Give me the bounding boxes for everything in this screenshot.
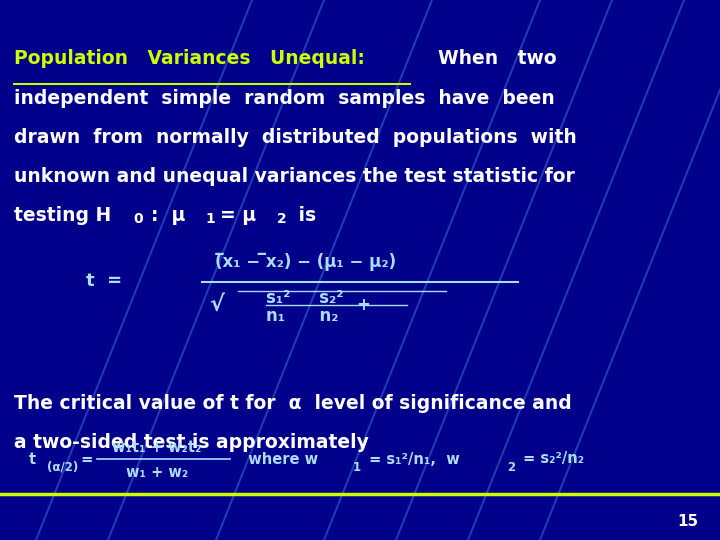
Text: 1: 1 <box>205 212 215 226</box>
Text: s₁²     s₂²: s₁² s₂² <box>266 289 344 307</box>
Text: 1: 1 <box>353 461 361 474</box>
Text: = s₂²/n₂: = s₂²/n₂ <box>518 451 585 467</box>
Text: t: t <box>29 451 36 467</box>
Text: 2: 2 <box>508 461 516 474</box>
Text: 15: 15 <box>678 514 698 529</box>
Text: t  =: t = <box>86 272 122 290</box>
Text: When   two: When two <box>425 49 557 68</box>
Text: = μ: = μ <box>220 206 262 225</box>
Text: √: √ <box>209 295 224 315</box>
Text: +: + <box>356 296 370 314</box>
Text: where w: where w <box>238 451 318 467</box>
Text: :  μ: : μ <box>151 206 186 225</box>
Text: n₁      n₂: n₁ n₂ <box>266 307 339 325</box>
Text: = s₁²/n₁,  w: = s₁²/n₁, w <box>364 451 459 467</box>
Text: is: is <box>292 206 316 225</box>
Text: unknown and unequal variances the test statistic for: unknown and unequal variances the test s… <box>14 167 575 186</box>
Text: w₁t₁ + w₂t₂: w₁t₁ + w₂t₂ <box>112 440 201 455</box>
Text: testing H: testing H <box>14 206 112 225</box>
Text: (̅x₁ − ̅x₂) − (μ₁ − μ₂): (̅x₁ − ̅x₂) − (μ₁ − μ₂) <box>216 253 397 271</box>
Text: The critical value of t for  α  level of significance and: The critical value of t for α level of s… <box>14 394 572 413</box>
Text: 2: 2 <box>277 212 287 226</box>
Text: a two-sided test is approximately: a two-sided test is approximately <box>14 433 369 452</box>
Text: =: = <box>76 451 93 467</box>
Text: independent  simple  random  samples  have  been: independent simple random samples have b… <box>14 89 555 108</box>
Text: (α/2): (α/2) <box>47 461 78 474</box>
Text: w₁ + w₂: w₁ + w₂ <box>126 465 188 480</box>
Text: 0: 0 <box>133 212 143 226</box>
Text: Population   Variances   Unequal:: Population Variances Unequal: <box>14 49 365 68</box>
Text: drawn  from  normally  distributed  populations  with: drawn from normally distributed populati… <box>14 128 577 147</box>
